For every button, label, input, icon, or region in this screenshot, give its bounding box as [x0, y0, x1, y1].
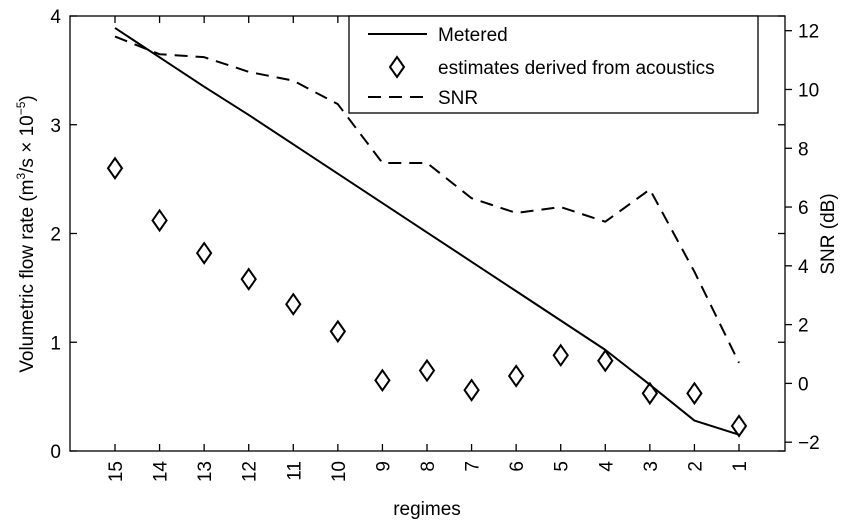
x-axis-tick-label: 8	[418, 461, 439, 472]
estimate-point	[106, 156, 124, 180]
left-axis-tick-label: 3	[50, 116, 61, 137]
x-axis-tick-label: 1	[730, 461, 751, 472]
x-axis-tick-label: 12	[240, 461, 261, 482]
legend: Metered estimates derived from acoustics…	[348, 15, 759, 114]
estimate-point	[686, 381, 703, 406]
snr-line	[114, 35, 740, 364]
right-axis-title: SNR (dB)	[818, 193, 839, 274]
left-axis-title: Volumetric flow rate (m3/s × 10−5)	[14, 95, 38, 373]
left-axis-tick-label: 1	[50, 333, 61, 354]
estimate-point	[418, 358, 436, 383]
right-axis-tick-label: 2	[798, 316, 809, 337]
x-axis-tick-label: 10	[329, 461, 350, 482]
right-axis-tick-label: 4	[798, 257, 809, 278]
right-axis-tick-label: 10	[798, 80, 819, 101]
estimate-point	[329, 319, 347, 344]
left-axis-title-exponent: −5	[14, 101, 28, 115]
estimate-point	[195, 241, 213, 265]
legend-estimates-label: estimates derived from acoustics	[438, 58, 715, 79]
legend-estimates-swatch	[388, 55, 406, 79]
left-axis-tick-label: 4	[50, 7, 61, 28]
right-axis-tick-label: 8	[798, 139, 809, 160]
x-axis-tick-label: 15	[106, 461, 127, 482]
right-axis-tick-label: 12	[798, 22, 819, 43]
metered-line	[114, 27, 740, 436]
estimate-point	[730, 414, 748, 438]
left-axis: 0 1 2 3 4	[50, 7, 785, 463]
estimate-point	[463, 378, 480, 402]
right-axis-tick-label: −2	[798, 433, 820, 454]
x-axis-tick-label: 9	[373, 461, 394, 472]
legend-snr-label: SNR	[438, 88, 478, 109]
left-axis-title-superscript: 3	[14, 173, 28, 180]
right-axis-tick-label: 0	[798, 374, 809, 395]
estimate-point	[240, 267, 257, 291]
left-axis-tick-label: 2	[50, 225, 61, 246]
x-axis-tick-label: 3	[641, 461, 662, 472]
estimate-point	[374, 368, 391, 393]
x-axis-tick-label: 6	[507, 461, 528, 472]
estimate-point	[285, 292, 302, 316]
estimate-point	[597, 348, 614, 373]
estimate-point	[552, 343, 569, 368]
right-axis-tick-label: 6	[798, 198, 809, 219]
right-axis: −2 0 2 4 6 8 10 12	[785, 22, 820, 454]
x-axis-tick-label: 2	[685, 461, 706, 472]
x-axis: 15 14 13 12 11 10 9 8 7 6 5 4 3 2 1	[106, 16, 751, 482]
x-axis-tick-label: 4	[596, 461, 617, 472]
left-axis-title-end: )	[17, 95, 38, 101]
estimate-point	[507, 364, 525, 388]
x-axis-tick-label: 11	[284, 461, 305, 481]
x-axis-tick-label: 14	[151, 461, 172, 483]
x-axis-tick-label: 13	[195, 461, 216, 482]
estimate-point	[151, 208, 168, 233]
left-axis-title-main: Volumetric flow rate (m	[17, 180, 38, 373]
x-axis-title: regimes	[393, 499, 461, 520]
series-layer	[106, 27, 748, 438]
legend-metered-label: Metered	[438, 25, 508, 46]
estimate-point	[641, 381, 659, 406]
left-axis-tick-label: 0	[50, 442, 61, 463]
x-axis-tick-label: 5	[552, 461, 573, 472]
left-axis-title-middle: /s × 10	[17, 115, 38, 173]
x-axis-tick-label: 7	[463, 461, 484, 472]
